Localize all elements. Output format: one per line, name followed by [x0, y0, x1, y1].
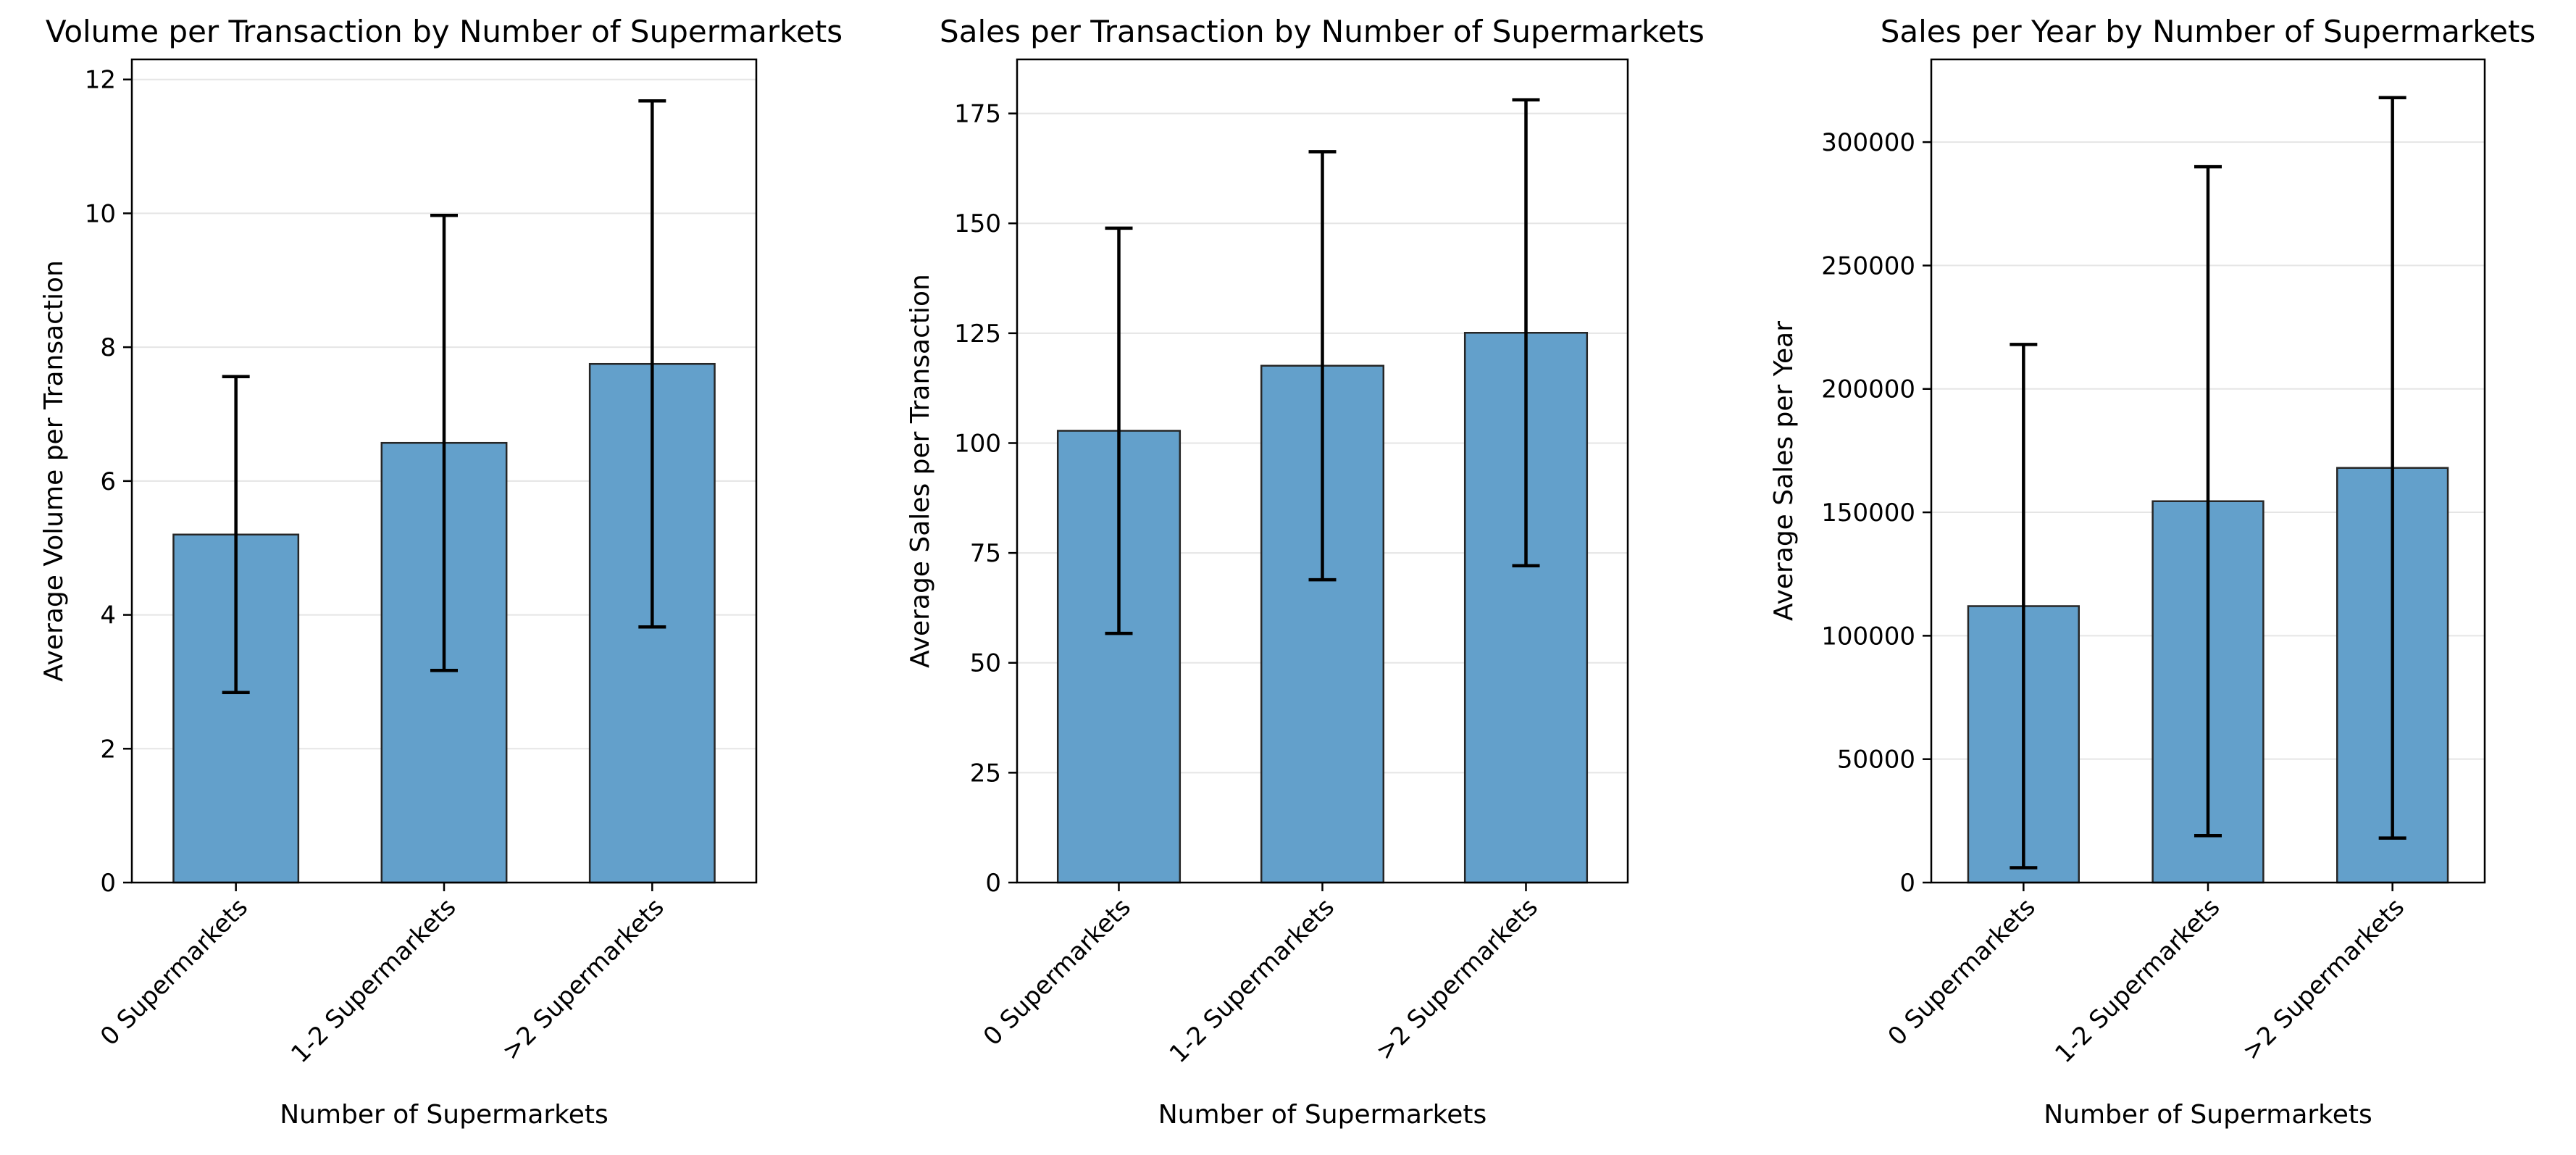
y-tick-label: 150 [954, 209, 1001, 238]
y-tick-label: 125 [954, 320, 1001, 349]
chart-panel-3: 0 50000 100000 150000 200000 250000 300000 0 Su… [1769, 14, 2535, 1130]
x-tick-label: 1-2 Supermarkets [285, 893, 461, 1069]
y-tick-label: 25 [970, 759, 1001, 788]
y-tick-label: 12 [85, 66, 116, 95]
x-tick-label: 1-2 Supermarkets [1164, 893, 1340, 1069]
y-tick-label: 10 [85, 199, 116, 228]
y-tick-label: 200000 [1821, 375, 1915, 404]
y-tick-label: 0 [985, 869, 1001, 898]
y-tick-label: 4 [100, 601, 116, 630]
y-tick-label: 150000 [1821, 499, 1915, 528]
x-axis-label: Number of Supermarkets [280, 1100, 609, 1130]
y-tick-label: 2 [100, 735, 116, 764]
y-tick-label: 175 [954, 100, 1001, 129]
y-tick-label: 0 [100, 869, 116, 898]
y-axis-label: Average Volume per Transaction [39, 260, 69, 682]
x-tick-label: >2 Supermarkets [2237, 893, 2410, 1066]
chart-title: Sales per Transaction by Number of Super… [940, 14, 1705, 49]
y-tick-label: 8 [100, 333, 116, 362]
y-tick-label: 75 [970, 539, 1001, 568]
x-tick-label: >2 Supermarkets [496, 893, 669, 1066]
y-tick-label: 250000 [1821, 251, 1915, 280]
x-tick-label: 0 Supermarkets [1883, 893, 2041, 1051]
chart-title: Volume per Transaction by Number of Supe… [46, 14, 842, 49]
x-tick-label: 0 Supermarkets [95, 893, 254, 1051]
x-tick-label: 0 Supermarkets [978, 893, 1137, 1051]
y-tick-label: 300000 [1821, 128, 1915, 157]
y-axis-label: Average Sales per Transaction [906, 274, 935, 668]
x-tick-label: >2 Supermarkets [1371, 893, 1544, 1066]
x-tick-label: 1-2 Supermarkets [2049, 893, 2225, 1069]
y-tick-label: 100 [954, 429, 1001, 458]
y-tick-label: 50000 [1837, 746, 1915, 775]
y-tick-label: 0 [1899, 869, 1915, 898]
y-tick-label: 50 [970, 649, 1001, 678]
y-tick-label: 6 [100, 467, 116, 496]
chart-panel-1: 0 2 4 6 8 10 12 0 Supermarkets 1-2 Supermarkets >… [39, 14, 842, 1130]
x-axis-label: Number of Supermarkets [2044, 1100, 2372, 1130]
chart-panel-2: 0 25 50 75 100 125 150 175 0 Supermarkets 1-2 Sup… [906, 14, 1705, 1130]
y-tick-label: 100000 [1821, 622, 1915, 651]
x-axis-label: Number of Supermarkets [1158, 1100, 1487, 1130]
chart-title: Sales per Year by Number of Supermarkets [1881, 14, 2536, 49]
y-axis-label: Average Sales per Year [1769, 321, 1799, 621]
